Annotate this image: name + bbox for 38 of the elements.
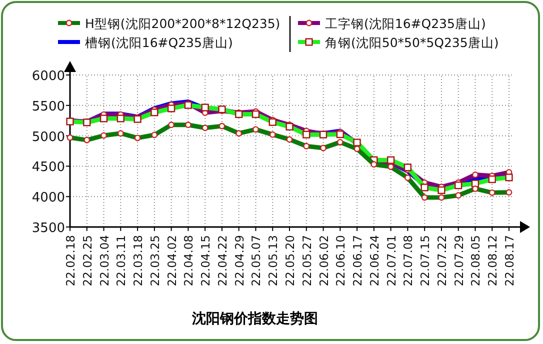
x-tick-label: 22.08.12 xyxy=(486,235,500,286)
x-tick-label: 22.04.02 xyxy=(164,235,179,286)
x-tick-label: 22.05.27 xyxy=(300,235,314,286)
x-tick-label: 22.06.24 xyxy=(367,235,382,286)
x-tick-label: 22.04.29 xyxy=(232,235,246,286)
x-tick-label: 22.03.04 xyxy=(97,235,112,286)
x-tick-label: 22.07.22 xyxy=(434,235,449,286)
legend-label: 工字钢(沈阳16#Q235唐山) xyxy=(325,16,486,31)
y-tick-label: 3500 xyxy=(32,221,65,236)
x-tick-label: 22.03.18 xyxy=(131,235,146,286)
y-tick-label: 5500 xyxy=(32,99,65,114)
x-tick-label: 22.03.11 xyxy=(114,235,128,286)
y-tick-label: 6000 xyxy=(32,69,65,84)
x-tick-label: 22.06.17 xyxy=(350,235,365,286)
y-tick-label: 4000 xyxy=(32,190,65,206)
x-tick-label: 22.07.08 xyxy=(401,235,416,286)
x-tick-label: 22.03.25 xyxy=(148,235,162,286)
x-tick-label: 22.05.20 xyxy=(283,235,297,286)
legend-label: H型钢(沈阳200*200*8*12Q235) xyxy=(85,16,280,31)
x-tick-label: 22.05.13 xyxy=(266,235,280,286)
x-tick-label: 22.05.07 xyxy=(249,235,264,286)
x-tick-label: 22.07.29 xyxy=(452,235,466,286)
x-tick-label: 22.06.10 xyxy=(334,235,348,286)
x-tick-label: 22.04.22 xyxy=(215,235,230,286)
x-tick-label: 22.02.18 xyxy=(64,235,78,286)
y-tick-label: 4500 xyxy=(32,160,65,176)
x-tick-label: 22.07.01 xyxy=(384,235,398,286)
x-tick-label: 22.04.15 xyxy=(198,235,213,286)
x-tick-label: 22.08.05 xyxy=(468,235,483,286)
legend-label: 角钢(沈阳50*50*5Q235唐山) xyxy=(325,35,499,50)
legend-label: 槽钢(沈阳16#Q235唐山) xyxy=(85,35,233,50)
x-tick-label: 22.07.15 xyxy=(418,235,432,286)
x-tick-label: 22.06.02 xyxy=(316,235,331,286)
x-tick-label: 22.08.17 xyxy=(502,235,516,286)
x-tick-label: 22.02.25 xyxy=(80,235,94,286)
y-tick-label: 5000 xyxy=(32,130,65,145)
text: 沈阳钢价指数走势图 xyxy=(191,311,318,327)
x-tick-label: 22.04.08 xyxy=(182,235,196,286)
